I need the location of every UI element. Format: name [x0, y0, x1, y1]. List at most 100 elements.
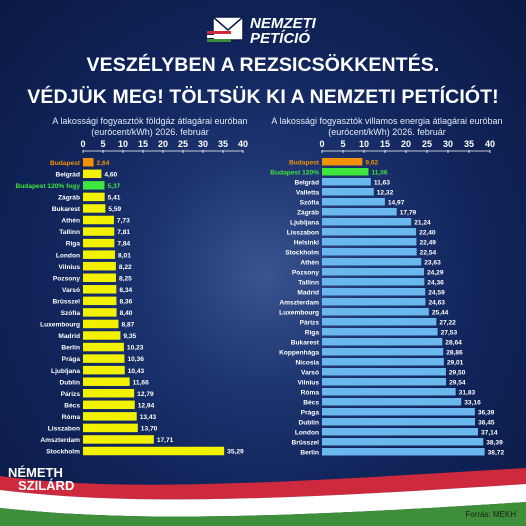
elec-value-label: 37,14	[481, 429, 498, 436]
headline-line-2: VÉDJÜK MEG! TÖLTSÜK KI A NEMZETI PETÍCIÓ…	[27, 86, 499, 108]
elec-bar	[322, 248, 417, 256]
elec-bar	[322, 198, 385, 206]
elec-value-label: 12,32	[377, 189, 394, 196]
elec-category-label: Helsinki	[294, 239, 319, 246]
elec-tick-label: 25	[422, 139, 432, 149]
gas-value-label: 17,71	[157, 437, 174, 444]
elec-category-label: Belgrád	[294, 179, 319, 186]
gas-bar	[83, 377, 130, 386]
flag-white-stripe	[0, 484, 526, 517]
elec-value-label: 24,29	[427, 269, 444, 276]
gas-category-label: Szófia	[61, 310, 81, 317]
gas-bar	[83, 412, 137, 421]
elec-bar	[322, 418, 476, 426]
elec-category-label: Párizs	[300, 319, 320, 326]
elec-value-label: 17,79	[400, 209, 417, 216]
elec-category-label: Berlin	[300, 449, 319, 456]
elec-category-label: Pozsony	[292, 269, 319, 276]
gas-value-label: 5,59	[108, 206, 121, 213]
gas-value-label: 8,22	[119, 264, 132, 271]
gas-value-label: 10,23	[127, 345, 144, 352]
gas-value-label: 11,66	[133, 379, 149, 386]
gas-category-label: Prága	[62, 356, 81, 363]
elec-bar	[322, 378, 447, 386]
elec-category-label: Prága	[301, 409, 320, 416]
elec-bar	[322, 238, 417, 246]
gas-category-label: Varsó	[62, 287, 80, 294]
gas-bar	[83, 250, 116, 259]
elec-bar	[322, 348, 444, 356]
gas-tick-label: 15	[138, 139, 148, 149]
elec-category-label: Ljubljana	[290, 219, 319, 226]
gas-bar	[83, 227, 115, 236]
elec-tick-label: 40	[485, 139, 495, 149]
gas-category-label: Lisszabon	[48, 426, 80, 433]
gas-tick-label: 25	[178, 139, 188, 149]
elec-bar	[322, 298, 426, 306]
elec-bar	[322, 338, 443, 346]
flag-green-stripe	[0, 502, 526, 526]
elec-category-label: Dublin	[298, 419, 319, 426]
elec-category-label: Budapest	[289, 159, 320, 166]
gas-bar	[83, 423, 138, 433]
flag-red-stripe	[0, 468, 526, 500]
gas-category-label: Brüsszel	[53, 298, 81, 305]
elec-bar	[322, 168, 369, 176]
gas-category-label: Ljubljana	[51, 368, 80, 375]
gas-value-label: 10,36	[127, 356, 144, 363]
gas-value-label: 12,79	[137, 391, 154, 398]
gas-category-label: Riga	[66, 241, 81, 248]
elec-category-label: London	[295, 429, 319, 436]
envelope-icon	[207, 16, 244, 42]
gas-value-label: 4,60	[104, 171, 117, 178]
headline-line-1: VESZÉLYBEN A REZSICSÖKKENTÉS.	[86, 54, 440, 76]
gas-chart-title: A lakossági fogyasztók földgáz átlagárai…	[52, 116, 248, 137]
gas-value-label: 8,40	[120, 310, 133, 317]
elec-category-label: Koppenhága	[279, 349, 319, 356]
gas-bar	[83, 169, 102, 179]
elec-category-label: Riga	[305, 329, 320, 336]
source-note: Forrás: MEKH	[465, 510, 516, 519]
elec-category-label: Brüsszel	[292, 439, 320, 446]
elec-bar	[322, 278, 425, 286]
gas-bar	[83, 308, 117, 317]
elec-value-label: 22,49	[419, 239, 436, 246]
gas-bar	[83, 158, 94, 167]
gas-bar	[83, 238, 115, 248]
gas-value-label: 7,73	[117, 218, 130, 225]
gas-value-label: 8,34	[119, 287, 132, 294]
elec-value-label: 28,86	[446, 349, 463, 356]
gas-bar	[83, 446, 225, 456]
gas-bar	[83, 319, 119, 329]
elec-bar	[322, 448, 485, 456]
elec-bar	[322, 188, 374, 196]
gas-bar	[83, 435, 154, 444]
elec-category-label: Valletta	[296, 189, 319, 196]
gas-category-label: Luxembourg	[40, 322, 80, 329]
gas-value-label: 8,01	[118, 252, 131, 259]
nemeth-szilard-brand: NÉMETH SZILÁRD	[8, 466, 74, 492]
gas-tick-label: 30	[198, 139, 208, 149]
elec-value-label: 27,22	[439, 319, 456, 326]
elec-value-label: 27,53	[441, 329, 458, 336]
elec-category-label: Varsó	[301, 369, 319, 376]
gas-bar	[83, 181, 105, 190]
elec-category-label: Bécs	[303, 399, 319, 406]
elec-category-label: Stockholm	[285, 249, 319, 256]
elec-value-label: 38,39	[486, 439, 503, 446]
gas-value-label: 13,70	[141, 426, 158, 433]
gas-category-label: Amszterdam	[40, 437, 80, 444]
elec-bar	[322, 158, 363, 166]
elec-value-label: 29,54	[449, 379, 466, 386]
elec-value-label: 38,72	[488, 449, 505, 456]
gas-category-label: Dublin	[59, 379, 80, 386]
gas-value-label: 8,87	[121, 322, 134, 329]
elec-value-label: 11,63	[374, 179, 390, 186]
elec-value-label: 29,01	[447, 359, 464, 366]
gas-bar	[83, 192, 105, 202]
gas-category-label: Róma	[62, 414, 81, 421]
gas-value-label: 8,25	[119, 275, 132, 282]
elec-tick-label: 30	[443, 139, 453, 149]
